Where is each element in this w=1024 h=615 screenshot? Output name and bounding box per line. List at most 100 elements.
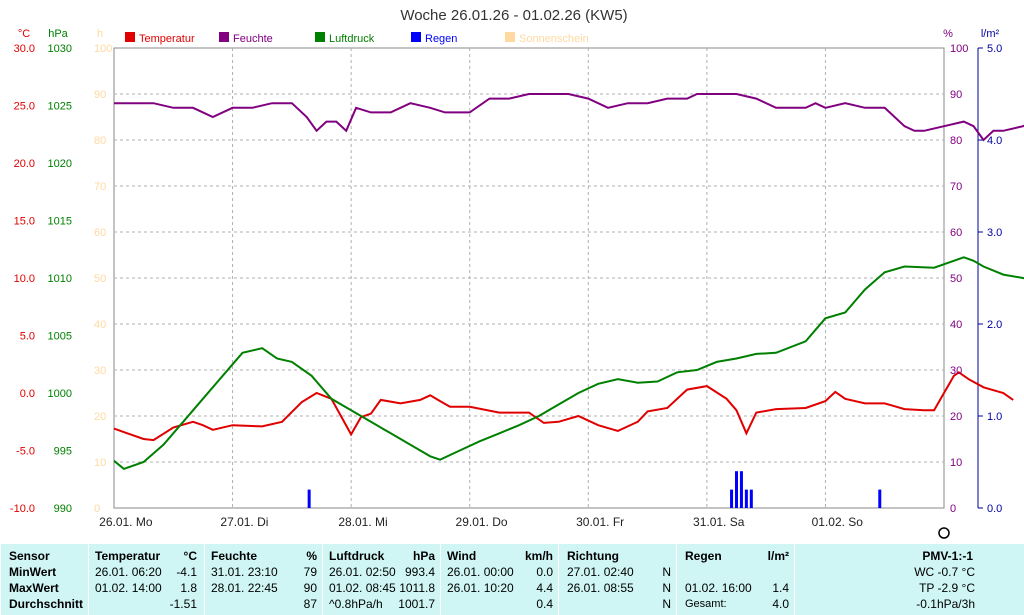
tick-label-pressure: 990	[54, 503, 72, 515]
legend-swatch	[315, 32, 325, 42]
unit-humidity: %	[306, 549, 317, 563]
weather-chart: Woche 26.01.26 - 01.02.26 (KW5) Temperat…	[10, 7, 1024, 539]
tick-label-sunshine: 80	[94, 135, 106, 147]
axis-labels: °C hPa h% l/m²	[18, 28, 1000, 509]
data-series	[113, 93, 1024, 508]
hum-avg: 87	[303, 597, 317, 611]
col-rain: Regen l/m² 01.02. 16:00 1.4 Gesamt: 4.0	[676, 544, 795, 615]
x-tick-label: 27.01. Di	[220, 515, 268, 529]
tick-label-sunshine: 10	[94, 457, 106, 469]
tick-label-temperature: 20.0	[14, 158, 35, 170]
wind-min-time: 26.01. 00:00	[447, 565, 514, 579]
tick-label-pressure: 1010	[48, 273, 72, 285]
x-tick-label: 31.01. Sa	[693, 515, 745, 529]
legend-label: Temperatur	[139, 33, 195, 45]
label-avg: Durchschnitt	[9, 597, 84, 611]
unit-label-sunshine: h	[97, 28, 103, 40]
rain-bar	[307, 489, 311, 508]
unit-label-rain: l/m²	[981, 28, 1000, 40]
tick-label-rain: 4.0	[987, 135, 1002, 147]
legend-swatch	[125, 32, 135, 42]
col-wind: Wind km/h 26.01. 00:00 0.0 26.01. 10:20 …	[440, 544, 559, 615]
press-min: 993.4	[404, 565, 435, 579]
tick-label-pressure: 1000	[48, 388, 72, 400]
wind-min: 0.0	[536, 565, 553, 579]
tick-label-humidity: 30	[950, 365, 962, 377]
tick-label-humidity: 40	[950, 319, 962, 331]
temp-max-time: 01.02. 14:00	[95, 581, 162, 595]
tick-label-temperature: 0.0	[20, 388, 35, 400]
tick-label-humidity: 60	[950, 227, 962, 239]
tick-label-humidity: 100	[950, 43, 968, 55]
rain-bar	[744, 489, 748, 508]
label-min: MinWert	[9, 565, 57, 579]
header-pressure: Luftdruck	[329, 549, 385, 563]
tick-label-sunshine: 90	[94, 89, 106, 101]
temp-max: 1.8	[180, 581, 197, 595]
legend-swatch	[411, 32, 421, 42]
tick-label-temperature: 30.0	[14, 43, 35, 55]
legend-swatch	[505, 32, 515, 42]
pmv-wc: WC -0.7 °C	[914, 565, 975, 579]
unit-label-temperature: °C	[18, 28, 30, 40]
chart-title: Woche 26.01.26 - 01.02.26 (KW5)	[400, 7, 627, 24]
rain-bar	[878, 489, 882, 508]
legend: Temperatur Feuchte Luftdruck Regen Sonnensch…	[125, 32, 589, 45]
unit-pressure: hPa	[412, 549, 435, 563]
hum-min-time: 31.01. 23:10	[211, 565, 278, 579]
tick-label-pressure: 1025	[48, 101, 72, 113]
header-humidity: Feuchte	[211, 549, 258, 563]
x-tick-label: 30.01. Fr	[576, 515, 624, 529]
legend-swatch	[219, 32, 229, 42]
press-trend: ^0.8hPa/h	[329, 597, 383, 611]
legend-label: Feuchte	[233, 33, 273, 45]
rain-total-label: Gesamt:	[685, 598, 727, 610]
tick-label-temperature: -5.0	[16, 446, 35, 458]
col-direction: Richtung 27.01. 02:40 N 26.01. 08:55 N N	[558, 544, 677, 615]
tick-label-pressure: 995	[54, 446, 72, 458]
tick-label-humidity: 10	[950, 457, 962, 469]
tick-labels: 30.025.020.015.010.05.00.0-5.0-10.010301…	[10, 43, 1002, 529]
unit-label-humidity: %	[943, 28, 953, 40]
header-wind: Wind	[447, 549, 477, 563]
col-pressure: Luftdruck hPa 26.01. 02:50 993.4 01.02. …	[322, 544, 441, 615]
hum-max: 90	[303, 581, 317, 595]
tick-label-rain: 3.0	[987, 227, 1002, 239]
rain-bar	[730, 489, 734, 508]
tick-label-humidity: 70	[950, 181, 962, 193]
series-line-feuchte	[114, 93, 1024, 142]
wind-max: 4.4	[536, 581, 553, 595]
tick-label-humidity: 80	[950, 135, 962, 147]
series-line-temperatur	[113, 371, 1014, 442]
unit-wind: km/h	[524, 549, 553, 563]
header-sensor: Sensor	[9, 549, 50, 563]
x-tick-label: 29.01. Do	[456, 515, 508, 529]
header-temperature: Temperatur	[95, 549, 161, 563]
press-avg: 1001.7	[398, 597, 435, 611]
unit-label-pressure: hPa	[48, 28, 68, 40]
rain-bar	[735, 471, 738, 508]
tick-label-pressure: 1015	[48, 216, 72, 228]
dir-avg: N	[662, 597, 671, 611]
dir-min: N	[662, 565, 671, 579]
press-max-time: 01.02. 08:45	[329, 581, 396, 595]
hum-max-time: 28.01. 22:45	[211, 581, 278, 595]
tick-label-temperature: -10.0	[10, 503, 35, 515]
wind-max-time: 26.01. 10:20	[447, 581, 514, 595]
tick-label-rain: 1.0	[987, 411, 1002, 423]
tick-label-sunshine: 40	[94, 319, 106, 331]
tick-label-temperature: 25.0	[14, 101, 35, 113]
rain-max-time: 01.02. 16:00	[685, 581, 752, 595]
rain-bar	[749, 489, 753, 508]
temp-avg: -1.51	[169, 597, 197, 611]
small-circle-icon	[938, 527, 950, 539]
tick-label-humidity: 50	[950, 273, 962, 285]
col-humidity: Feuchte % 31.01. 23:10 79 28.01. 22:45 9…	[204, 544, 323, 615]
unit-temperature: °C	[183, 549, 197, 563]
x-tick-label: 01.02. So	[812, 515, 864, 529]
legend-label: Sonnenschein	[519, 33, 589, 45]
tick-label-sunshine: 60	[94, 227, 106, 239]
dir-max-time: 26.01. 08:55	[567, 581, 634, 595]
series-line-luftdruck	[113, 256, 1024, 471]
tick-label-temperature: 10.0	[14, 273, 35, 285]
